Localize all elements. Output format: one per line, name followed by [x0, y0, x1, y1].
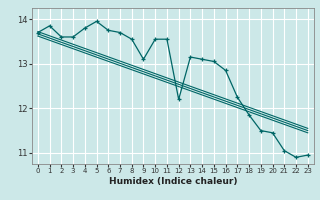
X-axis label: Humidex (Indice chaleur): Humidex (Indice chaleur) [108, 177, 237, 186]
